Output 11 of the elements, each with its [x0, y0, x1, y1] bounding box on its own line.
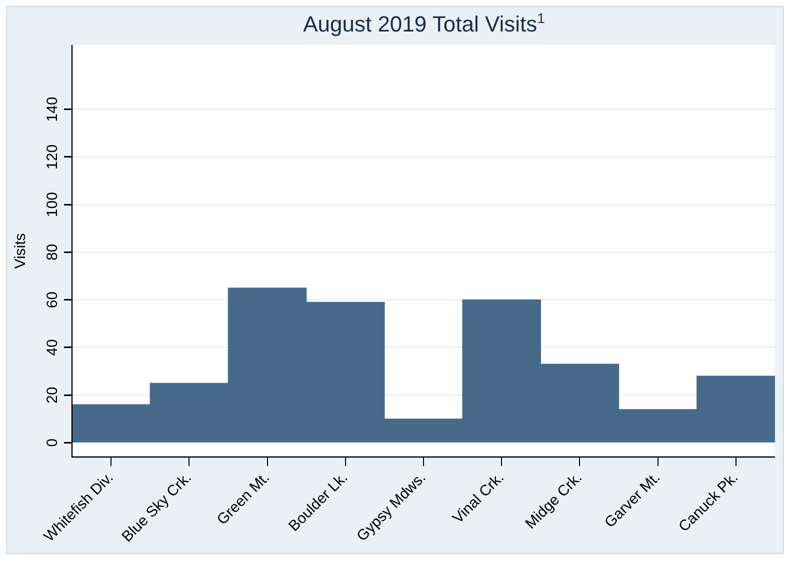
y-tick-label: 20	[44, 386, 62, 404]
y-tick-label: 80	[44, 244, 62, 261]
y-tick-label: 100	[44, 192, 62, 218]
y-tick-label: 40	[44, 339, 62, 356]
chart-title: August 2019 Total Visits$^{1}$	[302, 10, 546, 38]
y-tick-label: 120	[44, 144, 62, 170]
y-axis-title: Visits	[12, 233, 30, 269]
y-tick-label: 0	[44, 438, 62, 447]
x-tick-label: Blue Sky Crk.	[118, 469, 195, 546]
y-tick-label: 60	[44, 291, 62, 308]
y-tick-label: 140	[44, 96, 62, 122]
